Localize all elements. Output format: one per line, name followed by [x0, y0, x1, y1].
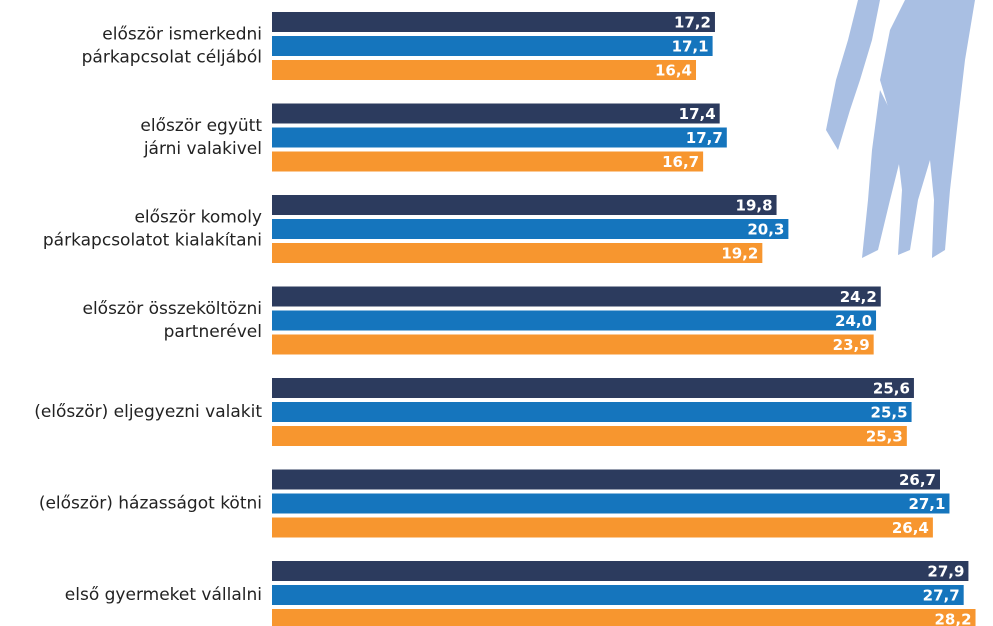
silhouette — [826, 0, 975, 258]
value-label: 27,1 — [908, 495, 945, 513]
bar — [272, 469, 940, 490]
bar — [272, 127, 727, 148]
value-label: 24,2 — [840, 288, 877, 306]
bar — [272, 195, 777, 215]
category-label: először együtt — [140, 116, 262, 136]
category-label: először ismerkedni — [102, 25, 262, 45]
bar — [272, 12, 715, 32]
bar — [272, 426, 907, 446]
value-label: 24,0 — [835, 312, 872, 330]
bar — [272, 36, 713, 56]
value-label: 23,9 — [833, 336, 870, 354]
category-label: párkapcsolatot kialakítani — [43, 231, 262, 251]
value-label: 19,8 — [736, 197, 773, 215]
value-label: 17,2 — [674, 14, 711, 32]
bar — [272, 334, 874, 355]
bar — [272, 378, 914, 398]
bar — [272, 243, 763, 263]
value-label: 25,3 — [866, 428, 903, 446]
category-label: (először) házasságot kötni — [39, 494, 262, 514]
bar — [272, 517, 933, 538]
bar — [272, 402, 912, 422]
category-label: párkapcsolat céljából — [82, 48, 262, 68]
value-label: 17,4 — [679, 105, 716, 123]
value-label: 27,7 — [923, 587, 960, 605]
bar — [272, 585, 964, 605]
category-label: első gyermeket vállalni — [65, 585, 262, 605]
bar — [272, 103, 720, 124]
bar — [272, 609, 976, 626]
value-label: 19,2 — [721, 245, 758, 263]
bar — [272, 151, 704, 172]
value-label: 25,5 — [871, 404, 908, 422]
category-label: először összeköltözni — [82, 299, 262, 319]
category-label: (először) eljegyezni valakit — [34, 402, 262, 422]
bar — [272, 286, 881, 307]
bar — [272, 493, 950, 514]
bar — [272, 60, 697, 80]
category-label: először komoly — [134, 208, 262, 228]
value-label: 17,7 — [686, 129, 723, 147]
value-label: 28,2 — [935, 611, 972, 626]
value-label: 25,6 — [873, 380, 910, 398]
value-label: 17,1 — [672, 38, 709, 56]
bar — [272, 561, 969, 581]
value-label: 27,9 — [927, 563, 964, 581]
value-label: 26,7 — [899, 471, 936, 489]
value-label: 16,4 — [655, 62, 692, 80]
bar — [272, 310, 877, 331]
value-label: 16,7 — [662, 153, 699, 171]
bar — [272, 219, 789, 239]
value-label: 26,4 — [892, 519, 929, 537]
category-label: partnerével — [164, 322, 262, 342]
value-label: 20,3 — [747, 221, 784, 239]
category-label: járni valakivel — [143, 139, 262, 159]
